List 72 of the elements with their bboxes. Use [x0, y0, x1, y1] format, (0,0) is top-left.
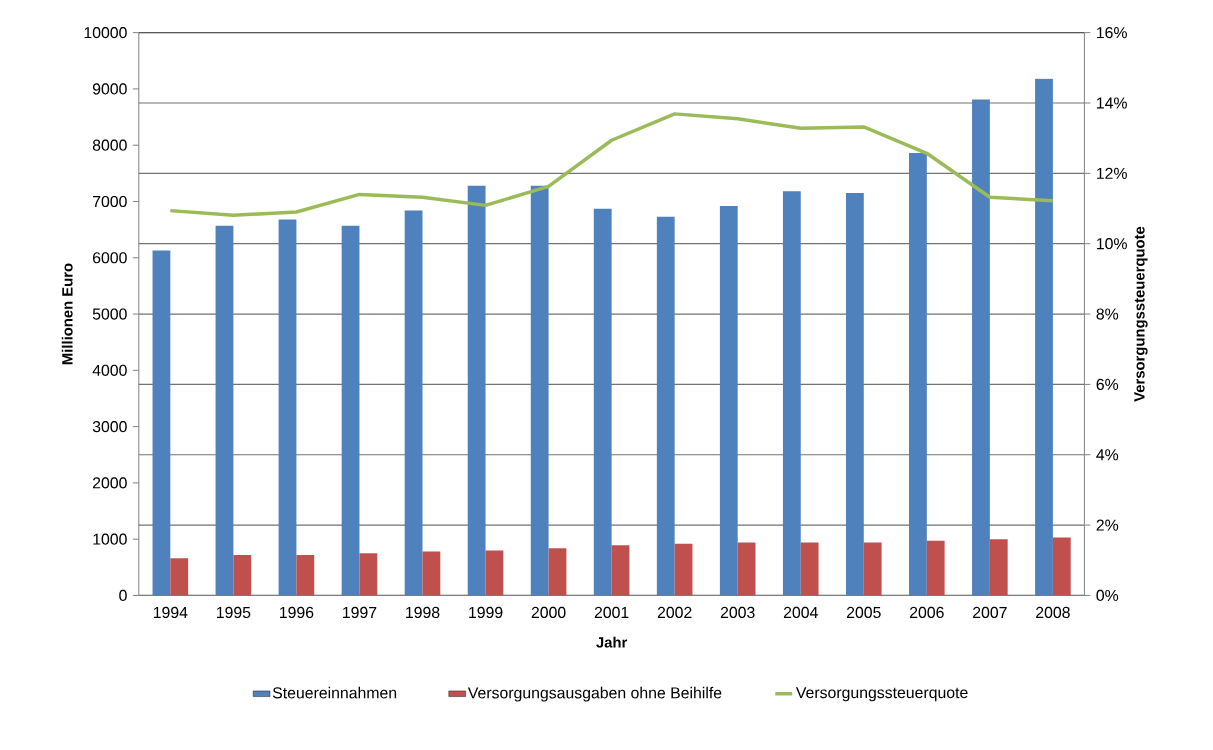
y-tick-label: 10000	[84, 27, 127, 39]
bar	[233, 555, 252, 596]
bar	[656, 216, 675, 596]
legend-label: Steuereinnahmen	[272, 686, 397, 699]
y2-tick-label: 2%	[1096, 519, 1119, 531]
x-tick-label: 1996	[280, 606, 314, 619]
x-tick-label: 2004	[783, 606, 818, 619]
x-tick-label: 1998	[406, 606, 440, 619]
bar	[926, 540, 945, 596]
line-series	[168, 112, 1055, 218]
y-tick-label: 9000	[92, 83, 127, 95]
x-tick-label: 1994	[153, 606, 188, 619]
x-tick-label: 2002	[657, 606, 692, 619]
y-tick-label: 7000	[93, 196, 127, 208]
bar	[719, 206, 738, 596]
x-tick-label: 1995	[216, 606, 251, 619]
bar	[909, 153, 927, 596]
y-axis-title: Millionen Euro	[61, 263, 73, 365]
x-tick-label: 2005	[846, 606, 881, 619]
bar	[152, 250, 171, 596]
bar	[800, 542, 819, 596]
bar	[611, 545, 630, 596]
y2-tick-label: 16%	[1097, 27, 1127, 39]
bar	[737, 542, 756, 596]
y-tick-label: 6000	[93, 252, 127, 264]
x-tick-label: 1997	[343, 606, 377, 619]
x-tick-label: 2000	[531, 606, 566, 619]
bar	[530, 185, 549, 596]
x-axis-title: Jahr	[596, 636, 628, 648]
y2-tick-label: 4%	[1096, 449, 1119, 461]
bar	[422, 551, 441, 596]
y-tick-label: 3000	[92, 421, 127, 433]
bar	[215, 225, 234, 596]
x-tick-label: 2001	[594, 606, 629, 619]
bar	[467, 185, 486, 596]
bar	[845, 193, 864, 596]
x-tick-label: 1999	[469, 606, 503, 619]
bar	[485, 550, 504, 596]
y2-tick-label: 10%	[1097, 238, 1127, 250]
bar	[296, 555, 315, 596]
bar	[863, 542, 882, 596]
y-tick-label: 1000	[93, 533, 127, 545]
y2-tick-label: 8%	[1096, 308, 1119, 320]
y2-axis-title: Versorgungssteuerquote	[1134, 226, 1148, 402]
y-tick-label: 2000	[92, 477, 127, 489]
x-tick-label: 2003	[720, 606, 755, 619]
y-tick-label: 5000	[92, 308, 127, 320]
bar	[674, 543, 693, 596]
bar	[1035, 78, 1053, 596]
bar	[782, 191, 801, 596]
y2-tick-label: 0%	[1096, 589, 1119, 602]
y2-tick-label: 12%	[1097, 167, 1127, 180]
legend-label: Versorgungsausgaben ohne Beihilfe	[467, 686, 722, 702]
y2-tick-label: 6%	[1096, 378, 1119, 391]
bar	[341, 225, 360, 596]
bar	[1052, 537, 1071, 596]
y-tick-label: 0	[119, 589, 127, 602]
y-tick-label: 8000	[92, 139, 127, 151]
bar	[989, 539, 1008, 596]
bar	[278, 219, 297, 596]
y-tick-label: 4000	[92, 364, 127, 377]
bar	[170, 558, 189, 596]
bar	[593, 208, 612, 596]
bar	[404, 210, 423, 596]
x-tick-label: 2008	[1036, 606, 1070, 619]
legend-label: Versorgungssteuerquote	[795, 687, 968, 702]
bar	[548, 548, 567, 596]
bar	[359, 553, 378, 596]
bar	[972, 99, 990, 596]
x-tick-label: 2006	[910, 606, 944, 619]
x-tick-label: 2007	[973, 606, 1007, 619]
y2-tick-label: 14%	[1097, 97, 1127, 109]
